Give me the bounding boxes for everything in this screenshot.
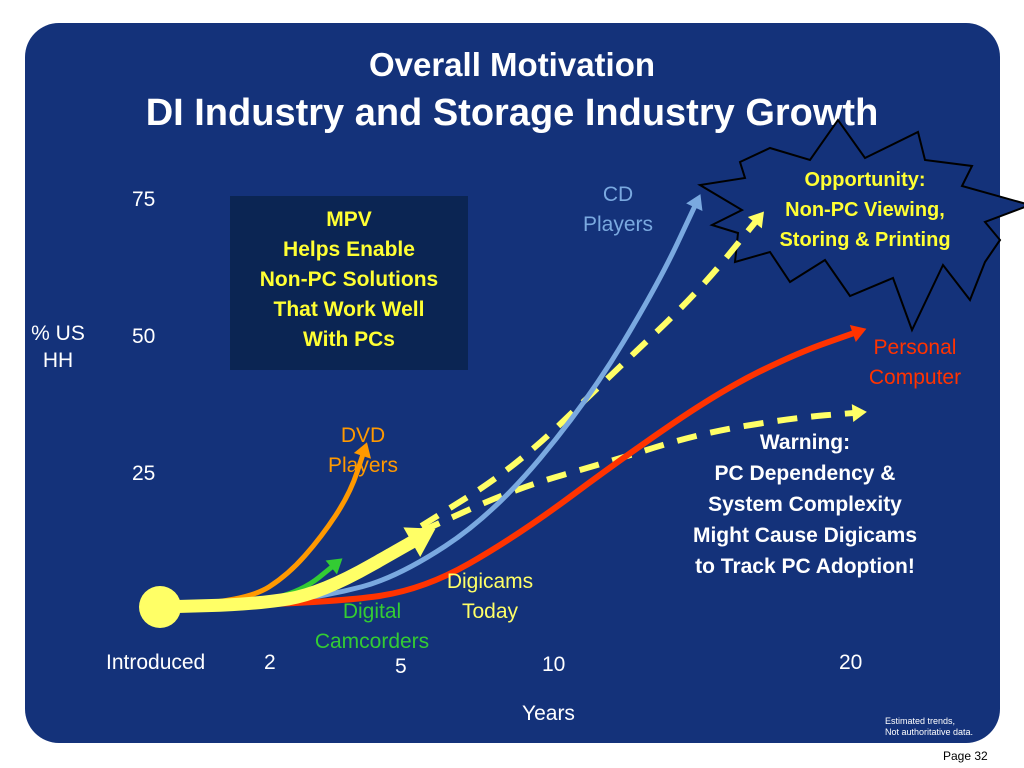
digicams-today-label: Digicams Today <box>425 567 555 627</box>
opportunity-line2: Non-PC Viewing, <box>785 199 945 221</box>
footnote-line1: Estimated trends, <box>885 716 956 726</box>
warning-callout: Warning: PC Dependency & System Complexi… <box>640 427 970 582</box>
warning-line5: to Track PC Adoption! <box>695 555 915 578</box>
pc-label-line1: Personal <box>873 336 957 359</box>
mpv-line5: With PCs <box>303 328 395 351</box>
digicams-label-line2: Today <box>461 600 519 623</box>
warning-line1: Warning: <box>759 431 851 454</box>
x-tick-10: 10 <box>542 653 566 676</box>
series-line-opportunity-projection <box>419 216 761 529</box>
x-tick-20: 20 <box>839 651 863 674</box>
y-tick-75: 75 <box>132 188 156 211</box>
series-arrowhead-1 <box>849 325 867 342</box>
opportunity-starburst <box>697 118 1024 333</box>
series-arrowhead-2 <box>353 442 371 459</box>
cd-label-line2: Players <box>582 213 654 236</box>
slide-title-line2: DI Industry and Storage Industry Growth <box>145 92 879 134</box>
series-arrowhead-3 <box>325 558 343 575</box>
y-axis-label: % US HH <box>18 320 98 374</box>
mpv-line2: Helps Enable <box>283 238 415 261</box>
dvd-label-line2: Players <box>327 454 399 477</box>
series-arrowhead-4 <box>403 527 436 557</box>
mpv-callout-box: MPV Helps Enable Non-PC Solutions That W… <box>230 196 468 370</box>
personal-computer-label: Personal Computer <box>850 333 980 393</box>
digicams-label-line1: Digicams <box>446 570 534 593</box>
dvd-label-line1: DVD <box>340 424 386 447</box>
y-tick-25: 25 <box>132 462 156 485</box>
series-line-warning-projection <box>420 409 859 535</box>
opportunity-line1: Opportunity: <box>804 169 926 191</box>
mpv-line4: That Work Well <box>273 298 425 321</box>
warning-line3: System Complexity <box>708 493 902 516</box>
footnote: Estimated trends, Not authoritative data… <box>885 716 973 738</box>
x-tick-introduced: Introduced <box>106 651 206 674</box>
dvd-players-label: DVD Players <box>313 421 413 481</box>
page-number: Page 32 <box>943 749 988 763</box>
y-tick-50: 50 <box>132 325 156 348</box>
cd-label-line1: CD <box>602 183 634 206</box>
series-arrowhead-6 <box>851 404 867 423</box>
pc-label-line2: Computer <box>868 366 962 389</box>
camcorders-label-line1: Digital <box>342 600 402 623</box>
x-tick-5: 5 <box>395 655 407 678</box>
slide-title-line1: Overall Motivation <box>368 46 656 83</box>
series-arrowhead-0 <box>686 194 703 212</box>
camcorders-label-line2: Camcorders <box>314 630 430 653</box>
warning-line2: PC Dependency & <box>714 462 896 485</box>
mpv-line1: MPV <box>326 208 372 231</box>
x-axis-label: Years <box>522 702 575 725</box>
y-axis-label-line2: HH <box>42 349 74 372</box>
digital-camcorders-label: Digital Camcorders <box>297 597 447 657</box>
y-axis-label-line1: % US <box>31 322 85 345</box>
x-tick-2: 2 <box>264 651 276 674</box>
mpv-line3: Non-PC Solutions <box>259 268 439 291</box>
cd-players-label: CD Players <box>568 180 668 240</box>
opportunity-callout: Opportunity: Non-PC Viewing, Storing & P… <box>745 165 985 255</box>
series-origin-point <box>139 586 181 628</box>
warning-line4: Might Cause Digicams <box>692 524 918 547</box>
footnote-line2: Not authoritative data. <box>885 727 974 737</box>
opportunity-line3: Storing & Printing <box>779 229 951 251</box>
series-line-digicams-today <box>153 530 428 614</box>
series-arrowhead-5 <box>747 211 764 229</box>
